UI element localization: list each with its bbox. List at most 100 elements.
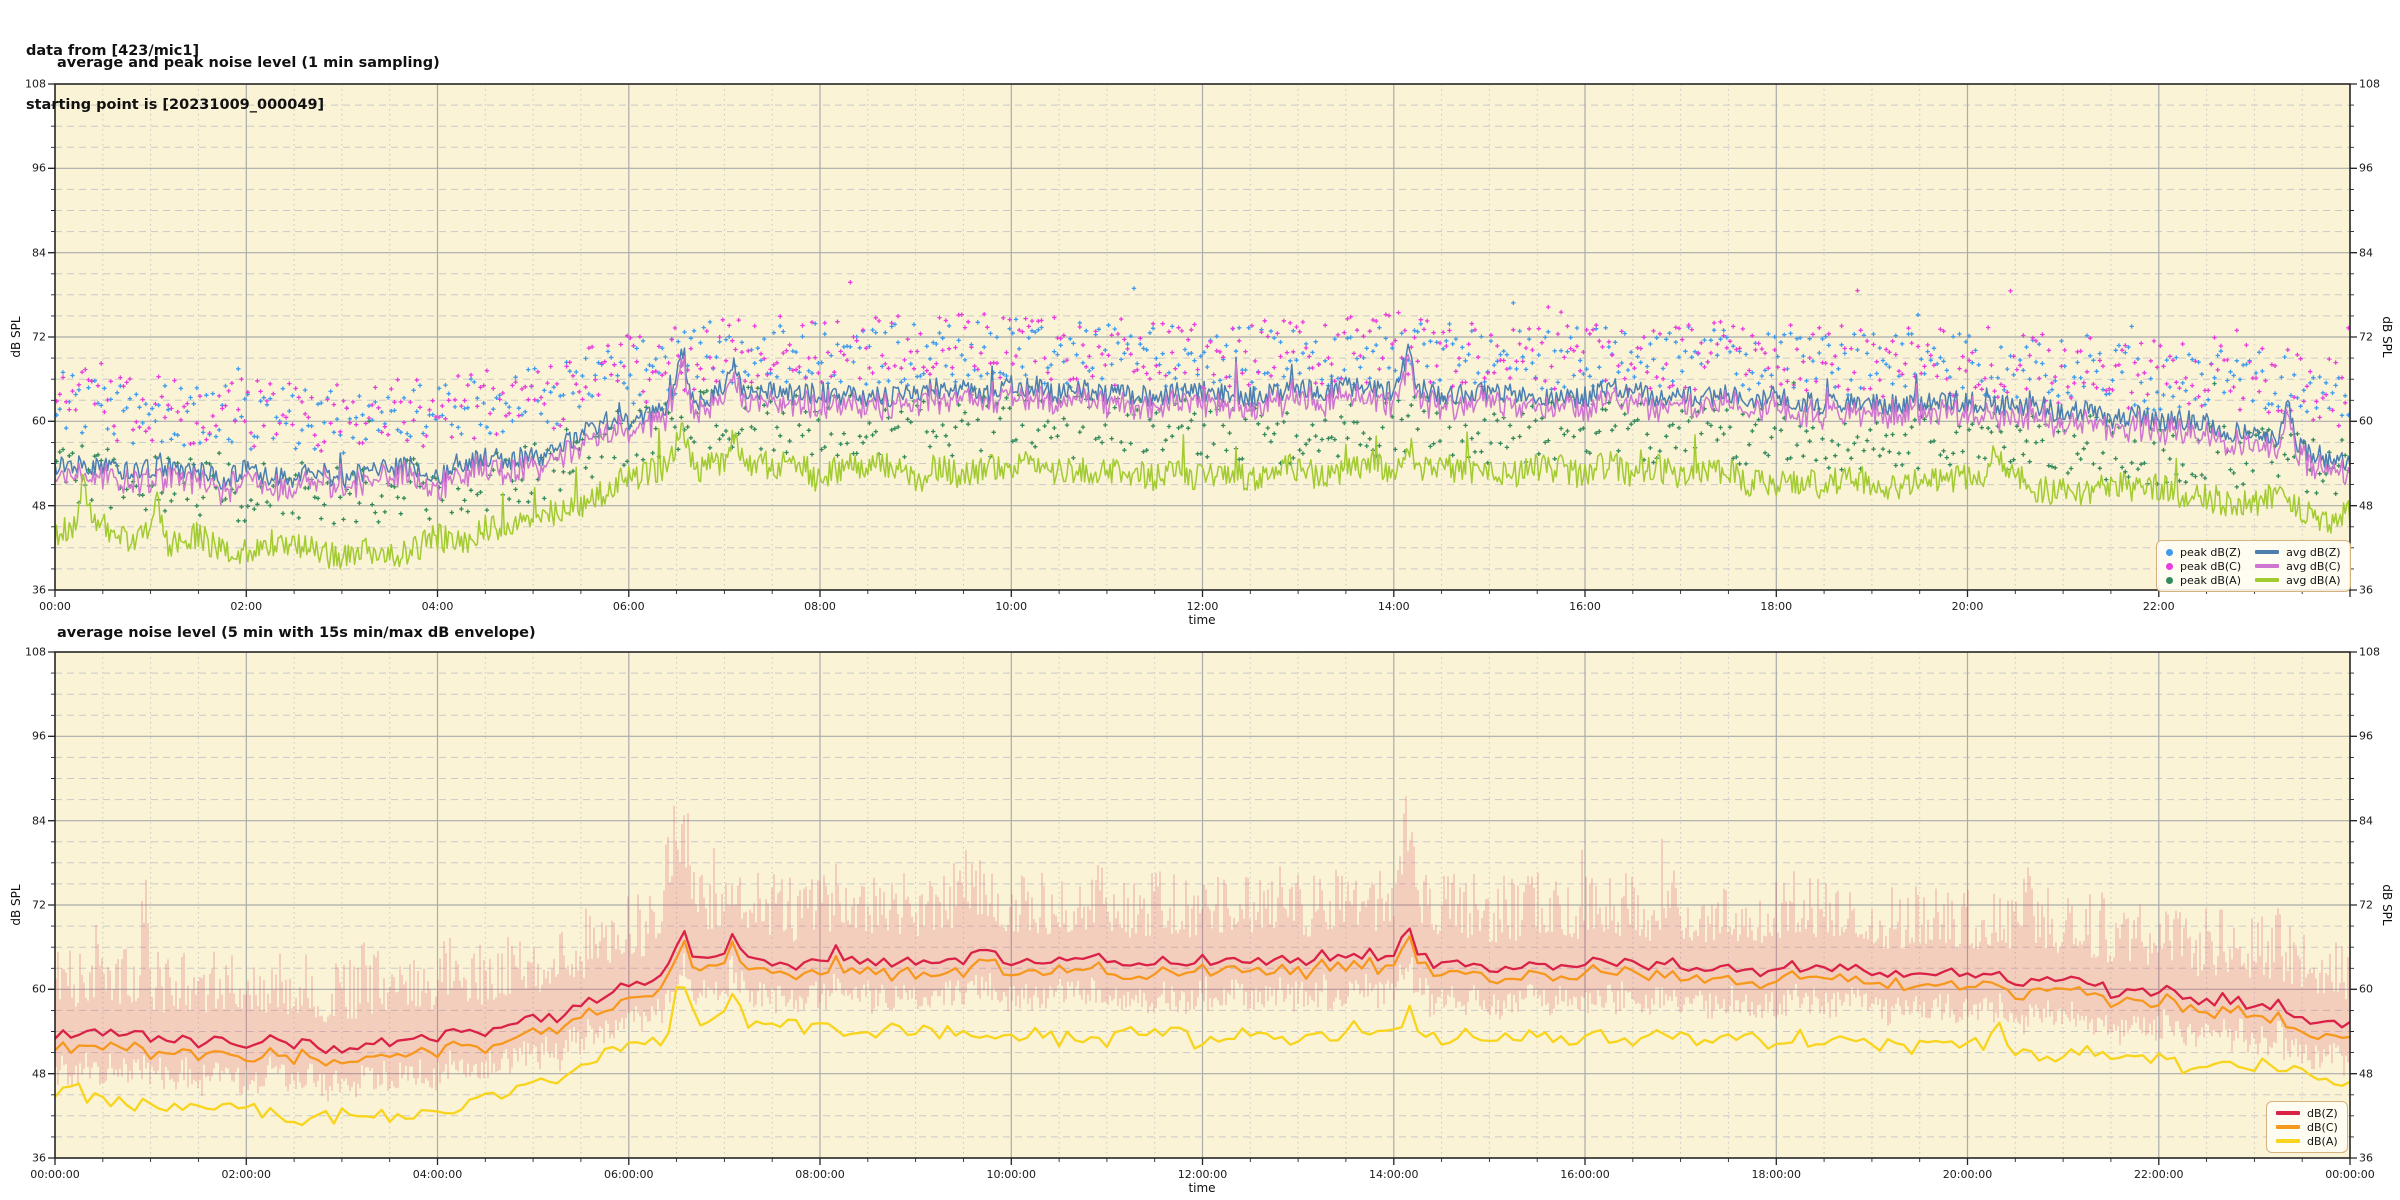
x-tick-label: 18:00:00 bbox=[1751, 1168, 1801, 1181]
legend-line-icon bbox=[2276, 1125, 2300, 1129]
x-tick-label: 12:00 bbox=[1186, 600, 1219, 613]
x-tick-label: 08:00:00 bbox=[795, 1168, 845, 1181]
chart1-legend: peak dB(Z) peak dB(C) peak dB(A) avg dB(Z) a… bbox=[2156, 540, 2351, 592]
y-tick-label-right: 48 bbox=[2359, 1067, 2373, 1081]
y-tick-label-right: 84 bbox=[2359, 814, 2373, 828]
y-tick-label-right: 48 bbox=[2359, 499, 2373, 513]
y-tick-label-left: 72 bbox=[32, 898, 46, 912]
legend-entry: peak dB(A) bbox=[2166, 573, 2241, 587]
legend-entry: peak dB(C) bbox=[2166, 559, 2241, 573]
y-tick-label-left: 108 bbox=[25, 645, 46, 659]
chart2-legend: dB(Z) dB(C) dB(A) bbox=[2266, 1101, 2348, 1153]
chart2-xlabel: time bbox=[1188, 1181, 1216, 1195]
x-tick-label: 00:00:00 bbox=[30, 1168, 80, 1181]
legend-label: peak dB(A) bbox=[2180, 573, 2241, 587]
legend-column: dB(Z) dB(C) dB(A) bbox=[2276, 1106, 2338, 1148]
x-tick-label: 14:00 bbox=[1377, 600, 1410, 613]
legend-entry: avg dB(A) bbox=[2255, 573, 2341, 587]
x-tick-label: 22:00 bbox=[2142, 600, 2175, 613]
x-tick-label: 00:00:00 bbox=[2325, 1168, 2375, 1181]
legend-column: peak dB(Z) peak dB(C) peak dB(A) bbox=[2166, 545, 2241, 587]
legend-marker-icon bbox=[2166, 548, 2173, 556]
y-tick-label-right: 84 bbox=[2359, 246, 2373, 260]
chart1-xlabel: time bbox=[1188, 613, 1216, 627]
y-tick-label-left: 60 bbox=[32, 414, 46, 428]
legend-label: peak dB(Z) bbox=[2180, 545, 2242, 559]
x-tick-label: 10:00 bbox=[995, 600, 1028, 613]
x-tick-label: 02:00:00 bbox=[221, 1168, 271, 1181]
y-tick-label-left: 96 bbox=[32, 729, 46, 743]
legend-line-icon bbox=[2255, 578, 2280, 582]
line-series-avg-db-a- bbox=[54, 422, 2351, 570]
legend-label: peak dB(C) bbox=[2180, 559, 2242, 573]
x-tick-label: 06:00:00 bbox=[604, 1168, 654, 1181]
legend-entry: dB(Z) bbox=[2276, 1106, 2338, 1120]
chart2-title: average noise level (5 min with 15s min/… bbox=[57, 625, 536, 641]
chart2-ylabel-right: dB SPL bbox=[2380, 884, 2394, 926]
header-line1: data from [423/mic1] bbox=[26, 43, 200, 59]
line-series-db-z- bbox=[54, 927, 2351, 1055]
y-tick-label-right: 108 bbox=[2359, 77, 2380, 91]
chart1-title: average and peak noise level (1 min samp… bbox=[57, 55, 440, 71]
x-tick-label: 16:00:00 bbox=[1560, 1168, 1610, 1181]
x-tick-label: 08:00 bbox=[804, 600, 836, 613]
y-tick-label-right: 96 bbox=[2359, 161, 2373, 175]
x-tick-label: 02:00 bbox=[230, 600, 263, 613]
y-tick-label-left: 48 bbox=[32, 1067, 46, 1081]
legend-line-icon bbox=[2255, 550, 2280, 554]
legend-entry: avg dB(Z) bbox=[2255, 545, 2341, 559]
legend-label: dB(A) bbox=[2307, 1134, 2338, 1148]
x-tick-label: 14:00:00 bbox=[1369, 1168, 1419, 1181]
x-tick-label: 22:00:00 bbox=[2134, 1168, 2184, 1181]
line-series-db-a- bbox=[54, 986, 2351, 1127]
legend-marker-icon bbox=[2166, 562, 2173, 570]
line-series-avg-db-c- bbox=[54, 353, 2351, 506]
legend-line-icon bbox=[2276, 1111, 2300, 1115]
y-tick-label-left: 48 bbox=[32, 499, 46, 513]
x-tick-label: 04:00 bbox=[421, 600, 454, 613]
x-tick-label: 06:00 bbox=[612, 600, 645, 613]
legend-entry: dB(A) bbox=[2276, 1134, 2338, 1148]
legend-label: dB(Z) bbox=[2307, 1106, 2338, 1120]
y-tick-label-left: 84 bbox=[32, 814, 46, 828]
legend-entry: avg dB(C) bbox=[2255, 559, 2341, 573]
y-tick-label-left: 36 bbox=[32, 1151, 46, 1165]
y-tick-label-right: 36 bbox=[2359, 583, 2373, 597]
header-line2: starting point is [20231009_000049] bbox=[26, 97, 325, 113]
y-tick-label-right: 36 bbox=[2359, 1151, 2373, 1165]
legend-label: avg dB(C) bbox=[2286, 559, 2341, 573]
legend-line-icon bbox=[2255, 564, 2280, 568]
chart2-ylabel-left: dB SPL bbox=[9, 884, 23, 926]
y-tick-label-right: 96 bbox=[2359, 729, 2373, 743]
x-tick-label: 04:00:00 bbox=[412, 1168, 463, 1181]
legend-label: dB(C) bbox=[2307, 1120, 2338, 1134]
y-tick-label-right: 72 bbox=[2359, 898, 2373, 912]
envelope-series bbox=[55, 796, 2351, 1102]
y-tick-label-left: 96 bbox=[32, 161, 46, 175]
figure-header: data from [423/mic1] starting point is [… bbox=[26, 6, 324, 150]
y-tick-label-right: 60 bbox=[2359, 982, 2373, 996]
y-tick-label-left: 72 bbox=[32, 330, 46, 344]
x-tick-label: 20:00 bbox=[1951, 600, 1984, 613]
x-tick-label: 20:00:00 bbox=[1942, 1168, 1993, 1181]
x-tick-label: 00:00 bbox=[39, 600, 71, 613]
y-tick-label-left: 36 bbox=[32, 583, 46, 597]
legend-column: avg dB(Z) avg dB(C) avg dB(A) bbox=[2255, 545, 2341, 587]
x-tick-label: 18:00 bbox=[1760, 600, 1793, 613]
y-tick-label-right: 72 bbox=[2359, 330, 2373, 344]
legend-entry: dB(C) bbox=[2276, 1120, 2338, 1134]
y-tick-label-left: 84 bbox=[32, 246, 46, 260]
legend-label: avg dB(A) bbox=[2286, 573, 2341, 587]
legend-entry: peak dB(Z) bbox=[2166, 545, 2241, 559]
chart1-ylabel-left: dB SPL bbox=[9, 316, 23, 358]
x-tick-label: 16:00 bbox=[1569, 600, 1601, 613]
y-tick-label-left: 60 bbox=[32, 982, 46, 996]
chart1-ylabel-right: dB SPL bbox=[2380, 316, 2394, 358]
y-tick-label-right: 108 bbox=[2359, 645, 2380, 659]
y-tick-label-left: 108 bbox=[25, 77, 46, 91]
line-series-db-c- bbox=[54, 935, 2351, 1067]
scatter-series-peak-db-c- bbox=[54, 280, 2351, 453]
x-tick-label: 12:00:00 bbox=[1177, 1168, 1228, 1181]
